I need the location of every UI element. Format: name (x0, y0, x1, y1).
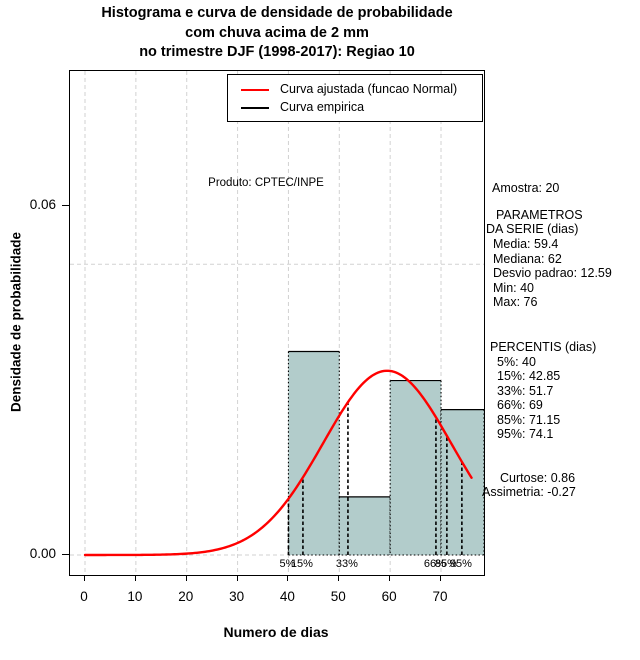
stats-line: Min: 40 (493, 281, 534, 295)
stats-line: PERCENTIS (dias) (490, 340, 597, 354)
stats-line: Amostra: 20 (492, 181, 560, 195)
x-tick-mark (287, 575, 289, 581)
percentile-label: 66% (423, 558, 446, 570)
percentile-label: 15% (290, 558, 313, 570)
percentile-label: 85% (434, 558, 457, 570)
stats-line: Desvio padrao: 12.59 (493, 266, 612, 280)
x-tick-mark (236, 575, 238, 581)
x-tick-mark (134, 575, 136, 581)
percentile-label: 33% (335, 558, 358, 570)
stats-line: Media: 59.4 (493, 237, 559, 251)
stats-line: 15%: 42.85 (497, 369, 561, 383)
legend-label-empirical: Curva empirica (280, 100, 365, 114)
stats-line: 33%: 51.7 (497, 384, 554, 398)
plot-area (69, 70, 485, 576)
x-tick-label: 70 (432, 589, 448, 604)
x-tick-label: 50 (330, 589, 346, 604)
chart-title-line1: Histograma e curva de densidade de proba… (101, 5, 453, 21)
x-tick-mark (338, 575, 340, 581)
stats-line: 85%: 71.15 (497, 413, 561, 427)
x-tick-mark (389, 575, 391, 581)
watermark-text: Produto: CPTEC/INPE (208, 177, 324, 189)
stats-line: PARAMETROS (496, 208, 583, 222)
stats-line: 95%: 74.1 (497, 427, 554, 441)
stats-line: Max: 76 (493, 295, 538, 309)
stats-line: 5%: 40 (497, 355, 536, 369)
stats-line: DA SERIE (dias) (486, 222, 579, 236)
stats-line: 66%: 69 (497, 398, 543, 412)
x-tick-mark (84, 575, 85, 581)
histogram-bar (288, 351, 340, 555)
percentile-label: 5% (279, 558, 296, 570)
y-axis-title: Densidade de probabilidade (8, 231, 24, 413)
x-tick-label: 0 (80, 589, 88, 604)
x-axis-title: Numero de dias (223, 624, 329, 640)
stats-line: Mediana: 62 (493, 252, 562, 266)
stats-line: Curtose: 0.86 (500, 471, 576, 485)
y-tick-label: 0.00 (29, 545, 56, 561)
x-tick-label: 10 (127, 589, 143, 604)
x-tick-mark (440, 575, 442, 581)
histogram-bar (390, 380, 442, 555)
histogram-bar (339, 496, 391, 555)
density-curve (83, 369, 473, 557)
chart-title-line3: no trimestre DJF (1998-2017): Regiao 10 (139, 44, 415, 60)
legend-label-fitted: Curva ajustada (funcao Normal) (280, 82, 458, 96)
legend-line-fitted-swatch (241, 89, 269, 91)
legend-line-empirical-swatch (241, 107, 269, 109)
x-tick-label: 30 (229, 589, 245, 604)
stats-line: Assimetria: -0.27 (482, 485, 576, 499)
legend: Curva ajustada (funcao Normal) Curva emp… (227, 74, 483, 122)
y-tick-mark (62, 553, 69, 555)
x-tick-label: 60 (381, 589, 397, 604)
y-tick-label: 0.06 (29, 197, 56, 213)
plot-canvas (70, 71, 484, 575)
percentile-label: 95% (449, 558, 472, 570)
chart-title-line2: com chuva acima de 2 mm (185, 24, 369, 41)
chart-title: Histograma e curva de densidade de proba… (0, 4, 554, 63)
y-tick-mark (62, 205, 69, 207)
x-tick-mark (185, 575, 187, 581)
x-tick-label: 20 (178, 589, 194, 604)
x-tick-label: 40 (279, 589, 295, 604)
